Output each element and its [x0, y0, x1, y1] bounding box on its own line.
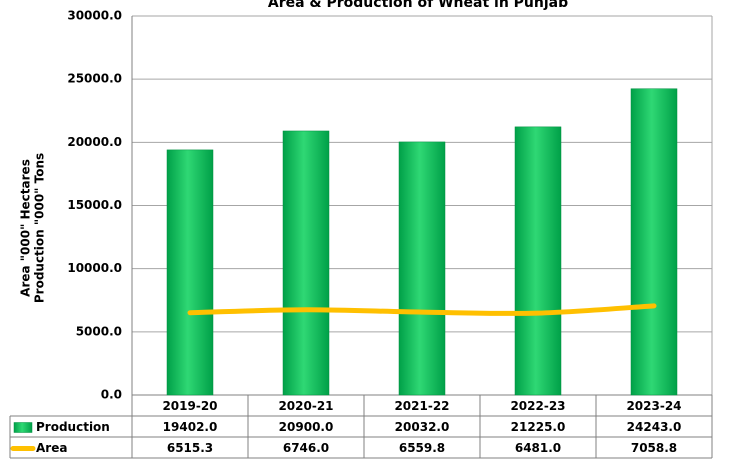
y-axis-label: Area "000" Hectares [19, 159, 33, 297]
y-tick-label: 15000.0 [67, 198, 122, 212]
data-label: 6559.8 [399, 441, 445, 455]
bar [630, 88, 678, 396]
legend-label: Production [36, 420, 110, 434]
y-axis-label: Production "000" Tons [33, 153, 47, 303]
bar [514, 126, 562, 396]
x-tick-label: 2019-20 [162, 399, 217, 413]
chart-title: Area & Production of Wheat in Punjab [268, 0, 568, 11]
x-tick-label: 2023-24 [626, 399, 681, 413]
data-label: 19402.0 [163, 420, 218, 434]
legend-label: Area [36, 441, 67, 455]
y-tick-label: 30000.0 [67, 9, 122, 23]
y-tick-label: 5000.0 [76, 324, 122, 338]
x-tick-label: 2022-23 [510, 399, 565, 413]
data-label: 6746.0 [283, 441, 329, 455]
x-tick-label: 2021-22 [394, 399, 449, 413]
data-label: 20900.0 [279, 420, 334, 434]
y-tick-label: 10000.0 [67, 261, 122, 275]
legend-swatch [13, 422, 33, 433]
data-label: 24243.0 [627, 420, 682, 434]
data-label: 7058.8 [631, 441, 677, 455]
y-tick-label: 20000.0 [67, 135, 122, 149]
data-label: 20032.0 [395, 420, 450, 434]
data-label: 21225.0 [511, 420, 566, 434]
bar [398, 141, 446, 396]
data-label: 6515.3 [167, 441, 213, 455]
bar [282, 130, 330, 396]
y-tick-label: 0.0 [101, 388, 122, 402]
y-tick-label: 25000.0 [67, 72, 122, 86]
line [187, 303, 657, 316]
x-tick-label: 2020-21 [278, 399, 333, 413]
data-label: 6481.0 [515, 441, 561, 455]
bar [166, 149, 214, 396]
